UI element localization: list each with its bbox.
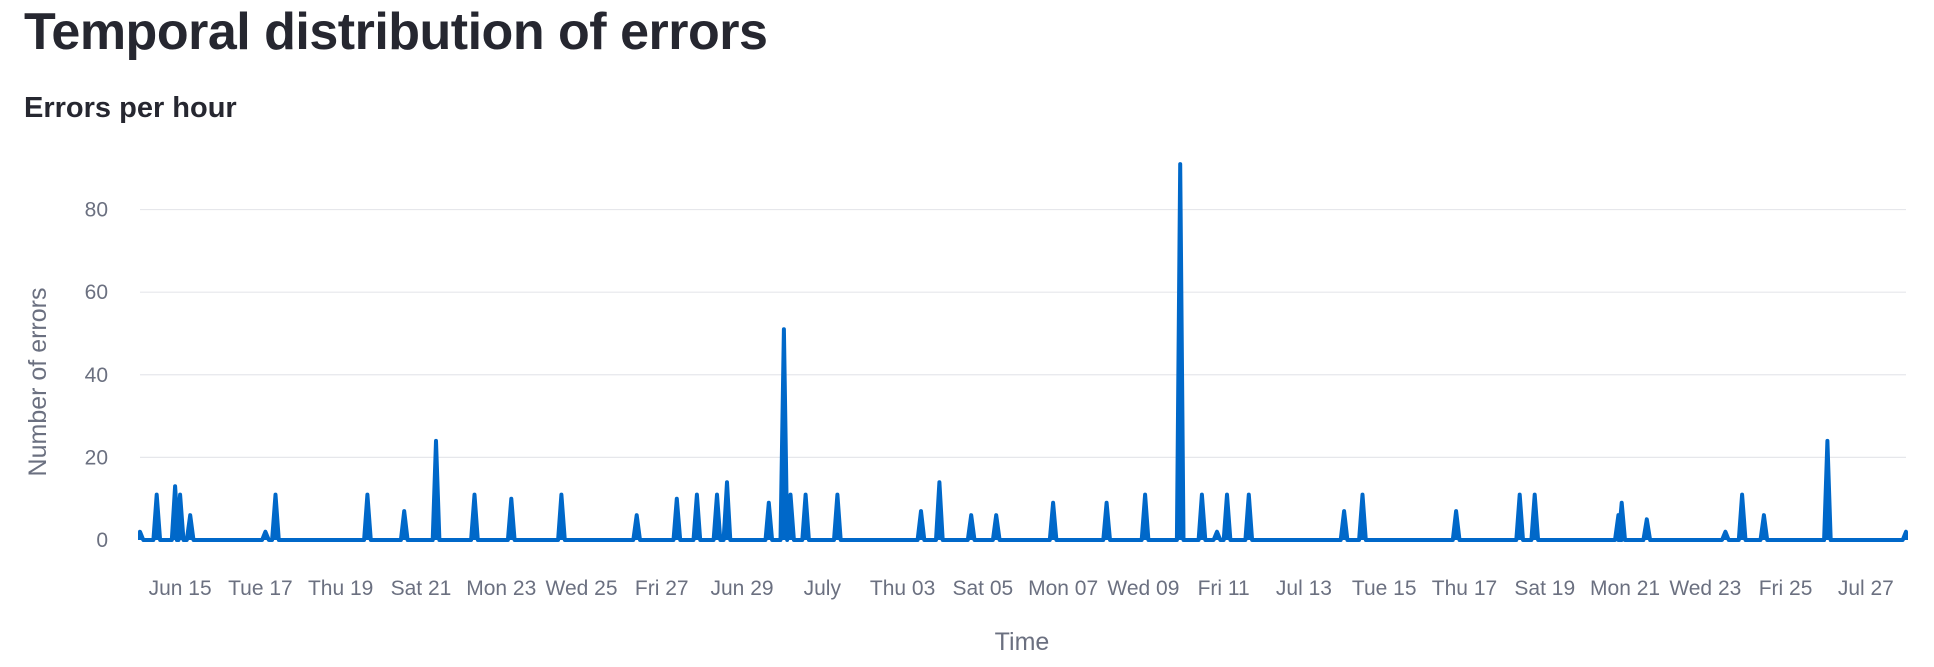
x-tick-label: Thu 19 [308,577,373,600]
x-tick-label: Mon 21 [1590,577,1660,600]
data-point [403,509,406,513]
x-tick-label: Jul 13 [1276,577,1332,600]
data-point [473,493,476,496]
y-gridlines [140,208,1906,458]
data-point [919,509,923,513]
x-tick-label: Sat 21 [391,577,452,600]
data-point [725,481,729,484]
data-point [836,493,839,496]
x-tick-label: Jul 27 [1838,577,1894,600]
y-axis-ticks: 0 20 40 60 80 [85,199,108,552]
y-tick-label: 80 [85,199,108,222]
data-point [782,328,786,331]
x-tick-label: Wed 09 [1107,577,1179,600]
data-point [938,481,941,484]
data-point [1826,439,1829,443]
x-tick-label: Thu 17 [1432,577,1497,600]
data-point [804,493,807,496]
data-point [1342,509,1346,513]
data-point [1200,493,1204,496]
x-tick-label: Mon 07 [1028,577,1098,600]
data-point [675,497,678,500]
y-tick-label: 0 [96,529,108,552]
x-tick-label: Sat 19 [1514,577,1575,600]
y-tick-label: 20 [85,446,108,469]
data-point [1247,493,1251,496]
data-point [138,530,142,533]
x-tick-label: Thu 03 [870,577,935,600]
data-point [715,493,719,496]
data-point [189,514,192,517]
data-point [1762,514,1766,517]
x-tick-label: Jun 15 [149,577,212,600]
x-tick-label: Tue 17 [228,577,293,600]
data-point [560,493,563,496]
y-axis-title: Number of errors [24,288,52,477]
data-point [1904,530,1908,533]
x-axis-title: Time [995,628,1050,656]
data-point [1620,501,1623,504]
x-tick-label: Jun 29 [711,577,774,600]
x-tick-label: July [804,577,842,600]
y-tick-label: 40 [85,364,108,387]
data-point [1051,501,1055,504]
data-point [1361,493,1364,496]
data-point [1724,530,1727,533]
chart-section-title: Errors per hour [24,92,237,124]
x-tick-label: Sat 05 [953,577,1014,600]
data-point [366,493,369,496]
data-point [1740,493,1744,496]
data-point [1225,493,1229,496]
data-point [264,530,267,533]
data-point [510,497,513,500]
data-point [173,485,177,488]
data-point [1143,493,1147,496]
y-tick-label: 60 [85,281,108,304]
data-point [1617,514,1620,517]
data-point [1533,493,1536,496]
x-tick-label: Wed 23 [1669,577,1741,600]
data-point [767,501,770,504]
x-tick-label: Wed 25 [546,577,618,600]
data-point [274,493,277,496]
data-point [1179,162,1182,166]
data-point [995,514,998,517]
series-area-fill [140,164,1906,540]
page-title: Temporal distribution of errors [24,3,768,61]
data-point [178,493,182,496]
series-line [138,162,1908,542]
data-point [1645,518,1649,521]
series-area [138,162,1908,542]
x-axis-ticks: Jun 15 Tue 17 Thu 19 Sat 21 Mon 23 Wed 25 Fri … [149,577,1894,600]
data-point [695,493,699,496]
data-point [970,514,973,517]
x-tick-label: Fri 11 [1198,577,1250,600]
x-tick-label: Tue 15 [1352,577,1417,600]
data-point [789,493,792,496]
data-point [1105,501,1108,504]
data-point [635,514,638,517]
x-tick-label: Fri 27 [635,577,689,600]
x-tick-label: Fri 25 [1759,577,1813,600]
data-point [1454,509,1458,513]
x-tick-label: Mon 23 [466,577,536,600]
data-point [1215,530,1219,533]
data-point [1518,493,1521,496]
data-point [155,493,158,496]
data-point [434,439,438,443]
errors-per-hour-chart: 0 20 40 60 80 Jun 15 Tue 17 Thu 19 Sat 21 Mon 23… [24,162,1908,656]
